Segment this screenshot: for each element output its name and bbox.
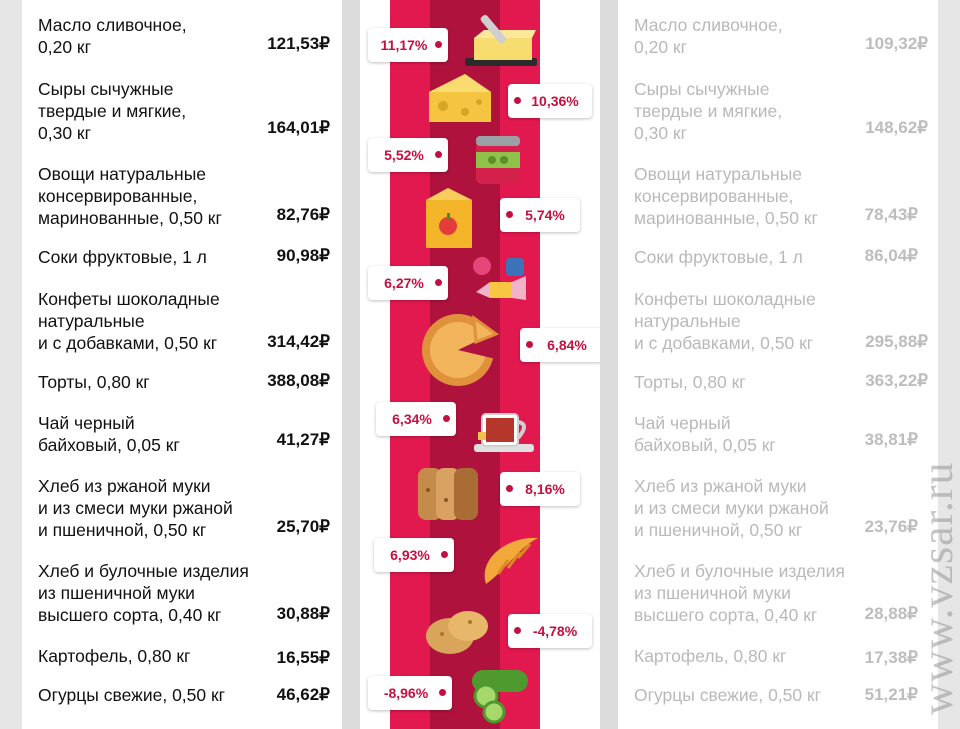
- item-price-previous: 295,88₽: [865, 332, 928, 351]
- item-price-previous: 51,21₽: [864, 685, 918, 704]
- cheese-icon: [429, 74, 491, 122]
- item-name: Торты, 0,80 кг: [634, 372, 746, 392]
- item-name: Хлеб и булочные изделия из пшеничной мук…: [634, 561, 845, 625]
- item-price-previous: 23,76₽: [864, 517, 918, 536]
- center-infographic-strip: 11,17% 10,36% 5,52% 5,74% 6,27% 6,84% 6,…: [360, 0, 600, 729]
- croissant-icon: [484, 537, 538, 584]
- price-change-tag: 11,17%: [368, 28, 448, 62]
- item-name: Чай черный байховый, 0,05 кг: [634, 413, 776, 455]
- item-price: 164,01₽: [267, 118, 330, 137]
- item-name: Торты, 0,80 кг: [38, 372, 150, 392]
- cake-icon: [422, 314, 500, 386]
- item-price: 314,42₽: [267, 332, 330, 351]
- cucumber-icon: [472, 670, 528, 724]
- item-name: Масло сливочное, 0,20 кг: [634, 15, 783, 57]
- item-price: 25,70₽: [276, 517, 330, 536]
- item-name: Огурцы свежие, 0,50 кг: [634, 685, 822, 705]
- item-name: Картофель, 0,80 кг: [634, 646, 787, 666]
- item-name: Соки фруктовые, 1 л: [38, 247, 207, 267]
- site-watermark: www.vzsar.ru: [913, 461, 960, 715]
- item-name: Масло сливочное, 0,20 кг: [38, 15, 187, 57]
- item-price: 46,62₽: [276, 685, 330, 704]
- item-price-previous: 86,04₽: [864, 246, 918, 265]
- item-name: Хлеб из ржаной муки и из смеси муки ржан…: [634, 476, 829, 540]
- item-price-previous: 109,32₽: [865, 34, 928, 53]
- candy-icon: [473, 257, 526, 300]
- item-price-previous: 17,38₽: [864, 648, 918, 667]
- price-change-tag: 6,27%: [368, 266, 448, 300]
- item-name: Овощи натуральные консервированные, мари…: [634, 164, 818, 228]
- item-name: Конфеты шоколадные натуральные и с добав…: [634, 289, 816, 353]
- price-change-tag: -4,78%: [508, 614, 592, 648]
- item-price-previous: 28,88₽: [864, 604, 918, 623]
- item-price: 16,55₽: [276, 648, 330, 667]
- item-price-previous: 38,81₽: [864, 430, 918, 449]
- item-name: Сыры сычужные твердые и мягкие, 0,30 кг: [38, 79, 187, 143]
- tea-cup-icon: [474, 413, 534, 452]
- price-change-tag: 6,93%: [374, 538, 454, 572]
- price-change-tag: 10,36%: [508, 84, 592, 118]
- canned-vegetables-icon: [476, 136, 520, 184]
- item-price: 41,27₽: [276, 430, 330, 449]
- juice-box-icon: [426, 188, 472, 248]
- price-change-tag: 5,52%: [368, 138, 448, 172]
- item-name: Огурцы свежие, 0,50 кг: [38, 685, 226, 705]
- item-price: 121,53₽: [267, 34, 330, 53]
- rye-bread-icon: [418, 468, 478, 520]
- item-name: Соки фруктовые, 1 л: [634, 247, 803, 267]
- butter-icon: [465, 14, 537, 66]
- item-name: Картофель, 0,80 кг: [38, 646, 191, 666]
- price-change-tag: 8,16%: [500, 472, 580, 506]
- price-change-tag: -8,96%: [368, 676, 452, 710]
- price-change-tag: 6,84%: [520, 328, 600, 362]
- item-price: 82,76₽: [276, 205, 330, 224]
- item-name: Конфеты шоколадные натуральные и с добав…: [38, 289, 220, 353]
- price-change-tag: 6,34%: [376, 402, 456, 436]
- item-price-previous: 148,62₽: [865, 118, 928, 137]
- item-name: Сыры сычужные твердые и мягкие, 0,30 кг: [634, 79, 783, 143]
- item-name: Хлеб и булочные изделия из пшеничной мук…: [38, 561, 249, 625]
- item-price-previous: 78,43₽: [864, 205, 918, 224]
- item-price-previous: 363,22₽: [865, 371, 928, 390]
- item-name: Чай черный байховый, 0,05 кг: [38, 413, 180, 455]
- current-prices-panel: [22, 0, 342, 729]
- item-name: Хлеб из ржаной муки и из смеси муки ржан…: [38, 476, 233, 540]
- previous-prices-panel: [618, 0, 938, 729]
- potato-icon: [426, 611, 488, 654]
- price-change-tag: 5,74%: [500, 198, 580, 232]
- item-price: 388,08₽: [267, 371, 330, 390]
- item-price: 90,98₽: [276, 246, 330, 265]
- item-name: Овощи натуральные консервированные, мари…: [38, 164, 222, 228]
- item-price: 30,88₽: [276, 604, 330, 623]
